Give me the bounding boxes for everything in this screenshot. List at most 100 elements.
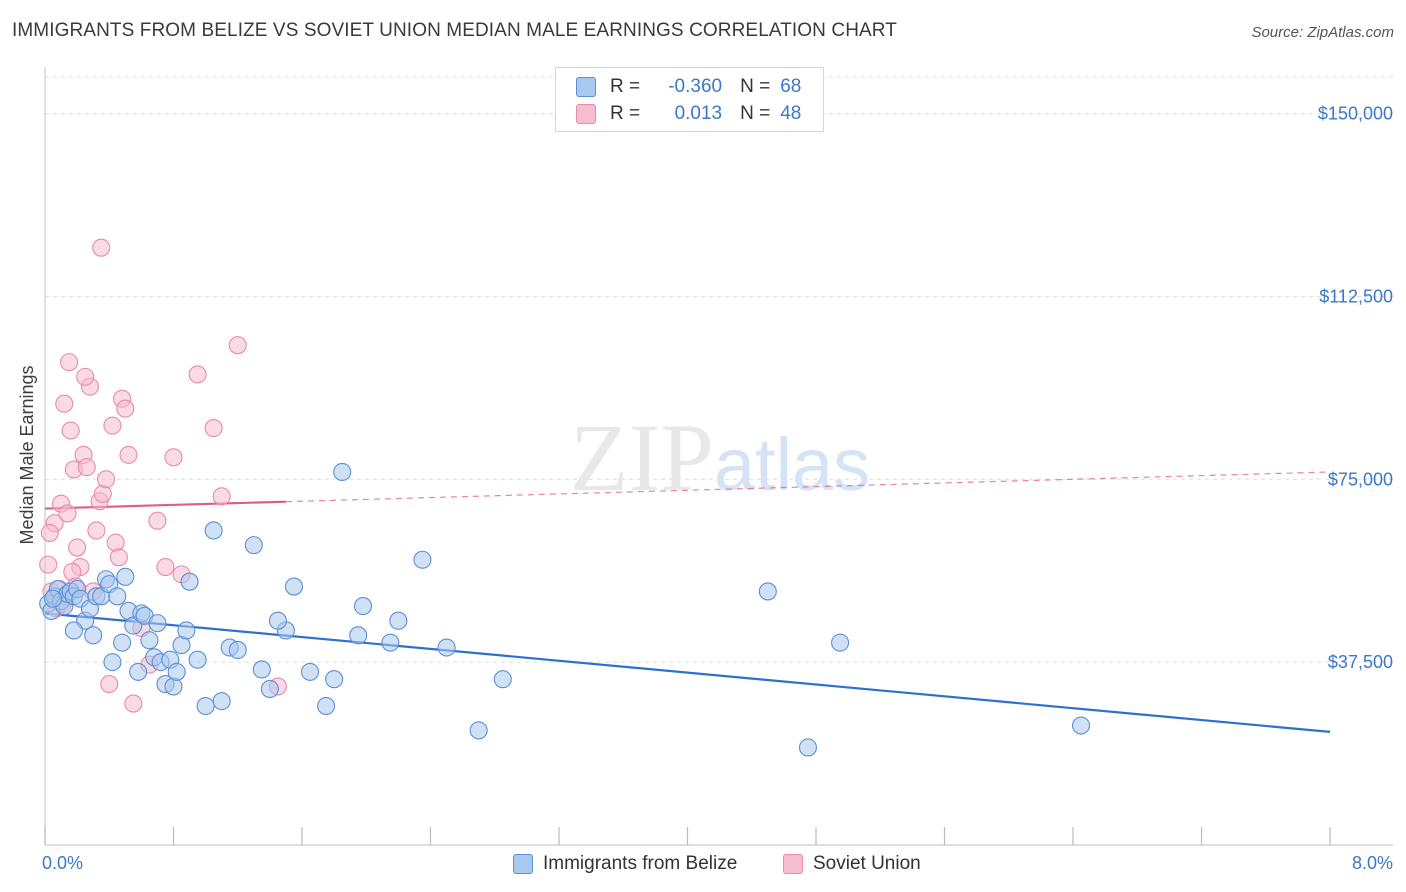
point-soviet-union [116,399,135,418]
watermark: ZIPatlas [570,404,870,511]
point-belize [831,633,850,652]
point-belize [129,662,148,681]
point-belize [116,567,135,586]
point-belize [212,692,231,711]
point-belize [758,582,777,601]
tick-labels: $37,500 $75,000 $112,500 $150,000 0.0% 8.0% [42,104,1393,873]
point-soviet-union [76,367,95,386]
legend-swatch-blue-icon [576,77,596,97]
source-label: Source: ZipAtlas.com [1251,24,1394,41]
point-soviet-union [40,523,59,542]
bottom-legend-label: Immigrants from Belize [543,853,738,874]
point-soviet-union [109,548,128,567]
watermark-zip: ZIP [570,404,714,511]
point-belize [260,679,279,699]
y-tick-label: $75,000 [1328,469,1393,489]
chart-title: IMMIGRANTS FROM BELIZE VS SOVIET UNION M… [12,20,897,41]
point-soviet-union [106,533,125,552]
trend-line-soviet-dashed [285,471,1331,503]
gridlines [45,76,1393,663]
legend-n-value: 68 [780,76,802,97]
bottom-legend-soviet: Soviet Union [783,851,921,877]
point-belize [180,572,199,591]
point-belize [84,626,103,645]
point-belize [413,550,432,569]
y-tick-label: $112,500 [1319,286,1393,306]
point-soviet-union [156,558,175,577]
legend-r-label: R = [610,103,641,124]
legend-r-value: -0.360 [668,76,723,97]
point-belize [1071,716,1091,735]
point-belize [188,650,207,669]
point-soviet-union [188,365,207,384]
point-soviet-union [103,416,122,435]
point-soviet-union [55,394,74,413]
point-belize [437,638,456,657]
point-soviet-union [58,504,77,523]
point-belize [103,653,122,672]
point-soviet-union [60,353,79,372]
point-belize [798,738,818,757]
y-tick-label: $150,000 [1318,104,1393,124]
point-soviet-union [148,511,167,530]
watermark-atlas: atlas [714,423,870,506]
point-soviet-union [93,484,112,503]
bottom-legend-belize: Immigrants from Belize [513,851,737,877]
point-belize [381,633,400,652]
point-soviet-union [100,675,119,694]
point-belize [140,631,159,650]
trend-line-soviet-solid [44,500,286,510]
point-soviet-union [39,555,58,574]
point-belize [167,662,186,681]
legend-swatch-pink-icon [576,104,596,124]
point-soviet-union [87,521,106,540]
legend-n-label: N = [740,103,771,124]
correlation-legend: R = -0.360 N = 68 R = 0.013 N = 48 [555,67,824,132]
point-belize [317,696,336,716]
point-belize [268,611,287,630]
point-belize [148,614,167,633]
legend-row-belize: R = -0.360 N = 68 [576,74,801,100]
legend-swatch-pink-icon [783,854,803,874]
point-belize [325,670,344,689]
legend-n-label: N = [740,76,771,97]
point-belize [177,621,196,640]
point-belize [108,587,127,606]
point-belize [196,696,215,716]
point-soviet-union [212,487,231,506]
point-belize [469,721,488,740]
point-belize [64,621,83,640]
point-soviet-union [68,538,87,557]
x-tick-label-max: 8.0% [1352,853,1393,873]
point-soviet-union [96,470,116,489]
point-soviet-union [204,419,223,438]
point-belize [228,640,247,660]
point-belize [353,597,373,616]
point-belize [300,662,320,681]
point-belize [244,536,263,555]
legend-row-soviet: R = 0.013 N = 48 [576,101,801,127]
point-belize [284,577,304,596]
point-soviet-union [92,238,111,257]
point-soviet-union [77,458,96,477]
point-belize [493,670,512,689]
point-belize [333,462,352,482]
legend-swatch-blue-icon [513,854,533,874]
y-axis-label: Median Male Earnings [17,365,37,544]
point-belize [43,589,63,608]
point-belize [204,521,223,540]
bottom-legend-label: Soviet Union [813,853,921,874]
point-belize [113,633,132,652]
point-belize [164,677,183,696]
point-soviet-union [119,445,138,464]
x-tick-label-min: 0.0% [42,853,83,873]
trend-line-belize [44,612,1331,733]
legend-n-value: 48 [780,103,802,124]
legend-r-value: 0.013 [674,103,723,124]
y-tick-label: $37,500 [1328,652,1393,672]
point-belize [349,626,368,645]
point-belize [252,660,271,679]
point-belize [389,611,408,630]
legend-r-label: R = [610,76,641,97]
